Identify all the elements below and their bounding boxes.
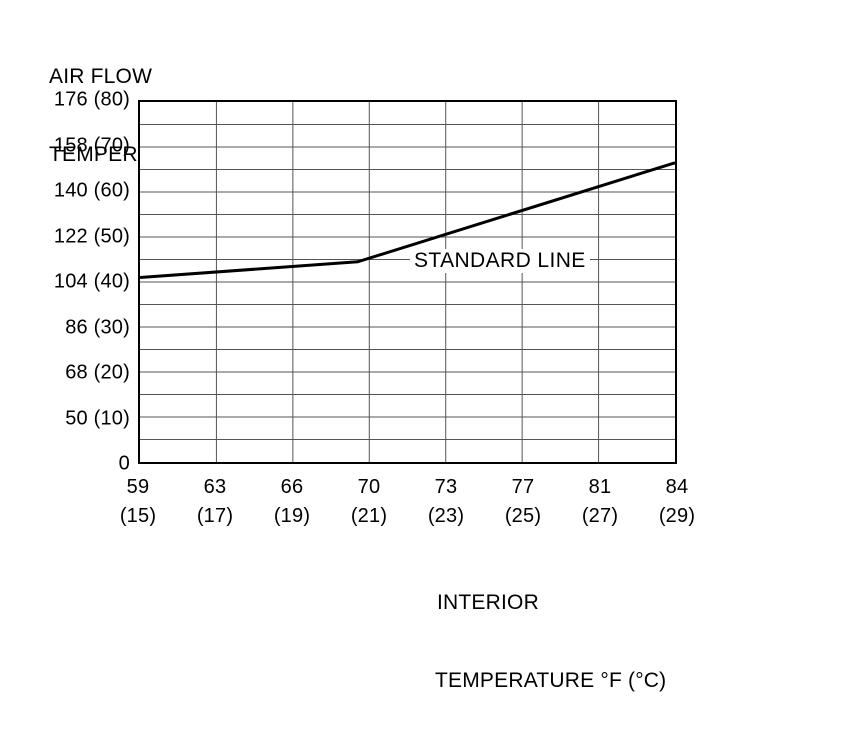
x-axis-tick-label: 63 (17) (197, 476, 233, 528)
y-axis-tick-label: 140 (60) (53, 179, 130, 202)
y-axis-tick-label: 50 (10) (65, 407, 130, 429)
x-axis-tick-label: 84 (29) (659, 476, 695, 528)
x-axis-tick-label-fahrenheit: 84 (665, 476, 689, 498)
series-standard-line (140, 163, 675, 278)
x-axis-tick-label-celsius: (25) (504, 505, 542, 527)
x-axis-tick-label: 66 (19) (274, 476, 310, 528)
horizontal-gridlines (140, 125, 675, 440)
x-axis-tick-label: 73 (23) (428, 476, 464, 528)
x-axis-tick-label-celsius: (19) (273, 505, 311, 527)
series-line (140, 163, 675, 278)
y-axis-tick-labels: 176 (80) 158 (70) 140 (60) 122 (50) 104 (40)… (0, 0, 138, 735)
x-axis-tick-label: 77 (25) (505, 476, 541, 528)
y-axis-tick-label: 68 (20) (65, 361, 130, 384)
x-axis-tick-label-celsius: (27) (581, 505, 619, 527)
y-axis-title-line-1: AIR FLOW (49, 65, 153, 88)
y-axis-tick-label: 104 (40) (53, 270, 130, 293)
y-axis-tick-label: 122 (50) (53, 225, 130, 247)
x-axis-tick-label-celsius: (29) (658, 505, 696, 527)
x-axis-tick-label: 81 (27) (582, 476, 618, 528)
x-axis-tick-label-fahrenheit: 81 (588, 476, 612, 498)
plot-inner (140, 102, 675, 462)
plot-svg (140, 102, 675, 462)
x-axis-title: INTERIOR TEMPERATURE °F (°C) (435, 538, 667, 746)
x-axis-title-line-2: TEMPERATURE °F (°C) (435, 669, 667, 692)
standard-line-annotation: STANDARD LINE (410, 249, 590, 273)
x-axis-tick-label: 70 (21) (351, 476, 387, 528)
x-axis-tick-label-fahrenheit: 73 (434, 476, 458, 498)
x-axis-tick-label-fahrenheit: 70 (357, 476, 381, 498)
x-axis-tick-label-celsius: (15) (119, 505, 157, 527)
x-axis-tick-label-celsius: (17) (196, 505, 234, 527)
vertical-gridlines (216, 102, 598, 462)
y-axis-tick-label: 158 (70) (53, 134, 130, 156)
x-axis-tick-label-fahrenheit: 59 (126, 476, 150, 498)
x-axis-tick-label-celsius: (23) (427, 505, 465, 527)
plot-area (138, 100, 677, 464)
x-axis-tick-label-fahrenheit: 77 (511, 476, 535, 498)
x-axis-tick-label: 59 (15) (120, 476, 156, 528)
x-axis-tick-label-fahrenheit: 63 (203, 476, 227, 498)
x-axis-tick-label-celsius: (21) (350, 505, 388, 527)
y-axis-tick-label: 86 (30) (65, 316, 130, 338)
x-axis-title-line-1: INTERIOR (437, 591, 539, 614)
y-axis-tick-label: 0 (118, 452, 130, 475)
x-axis-tick-label-fahrenheit: 66 (280, 476, 304, 498)
y-axis-tick-label: 176 (80) (53, 88, 130, 111)
